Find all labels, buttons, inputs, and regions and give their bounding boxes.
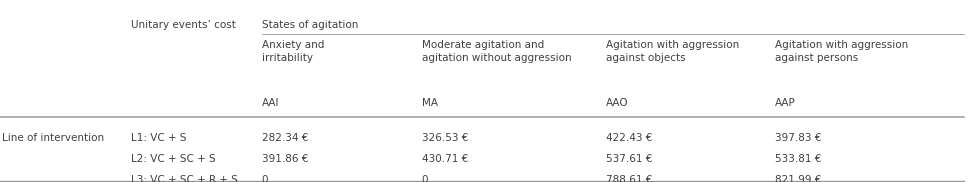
Text: 326.53 €: 326.53 € — [422, 133, 468, 143]
Text: Anxiety and
irritability: Anxiety and irritability — [262, 40, 324, 63]
Text: MA: MA — [422, 98, 438, 108]
Text: 0: 0 — [262, 175, 268, 182]
Text: Moderate agitation and
agitation without aggression: Moderate agitation and agitation without… — [422, 40, 571, 63]
Text: 788.61 €: 788.61 € — [606, 175, 652, 182]
Text: 430.71 €: 430.71 € — [422, 154, 468, 164]
Text: 397.83 €: 397.83 € — [775, 133, 822, 143]
Text: 282.34 €: 282.34 € — [262, 133, 308, 143]
Text: AAI: AAI — [262, 98, 279, 108]
Text: 391.86 €: 391.86 € — [262, 154, 308, 164]
Text: 537.61 €: 537.61 € — [606, 154, 652, 164]
Text: Line of intervention: Line of intervention — [2, 133, 104, 143]
Text: Agitation with aggression
against persons: Agitation with aggression against person… — [775, 40, 909, 63]
Text: 533.81 €: 533.81 € — [775, 154, 822, 164]
Text: L3: VC + SC + R + S: L3: VC + SC + R + S — [131, 175, 237, 182]
Text: L1: VC + S: L1: VC + S — [131, 133, 186, 143]
Text: 0: 0 — [422, 175, 428, 182]
Text: Agitation with aggression
against objects: Agitation with aggression against object… — [606, 40, 739, 63]
Text: AAO: AAO — [606, 98, 628, 108]
Text: 422.43 €: 422.43 € — [606, 133, 652, 143]
Text: L2: VC + SC + S: L2: VC + SC + S — [131, 154, 215, 164]
Text: Unitary events’ cost: Unitary events’ cost — [131, 20, 235, 30]
Text: AAP: AAP — [775, 98, 796, 108]
Text: 821.99 €: 821.99 € — [775, 175, 822, 182]
Text: States of agitation: States of agitation — [262, 20, 358, 30]
